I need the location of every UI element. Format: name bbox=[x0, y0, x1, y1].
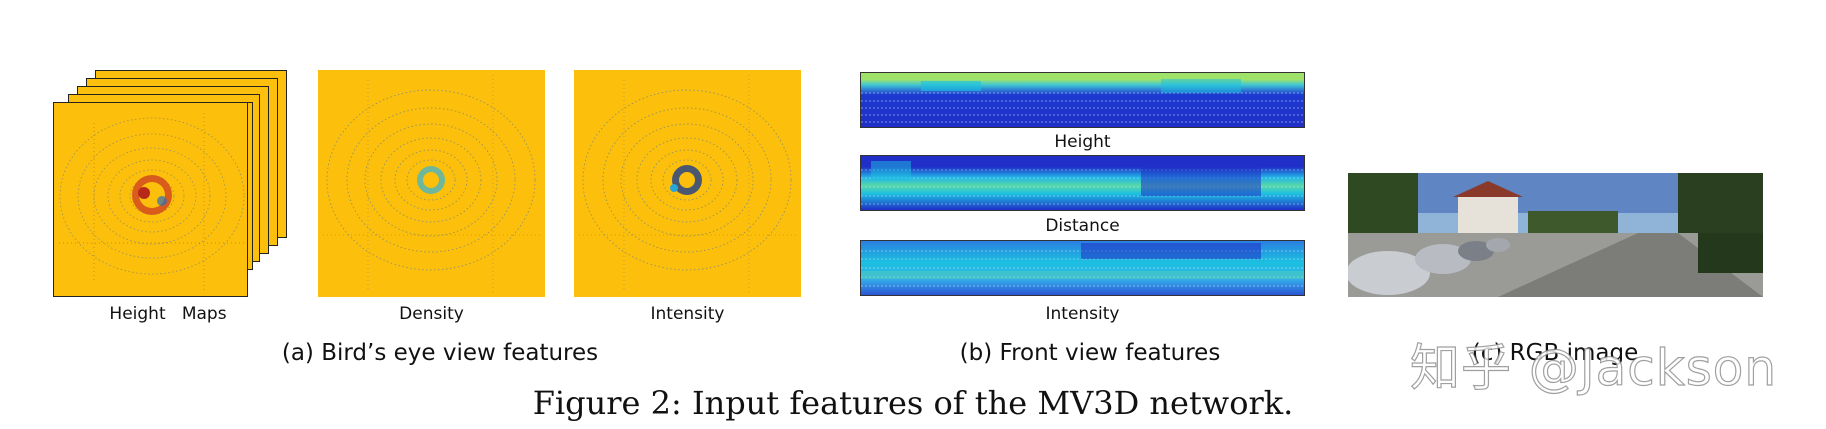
zhihu-watermark: 知乎 @Jackson bbox=[1409, 338, 1778, 397]
density-scan-image bbox=[323, 75, 540, 295]
front-intensity-label: Intensity bbox=[1045, 304, 1120, 324]
front-distance-scan-image bbox=[861, 161, 1304, 205]
bev-group-caption: (a) Bird’s eye view features bbox=[281, 340, 599, 366]
front-height-label: Height bbox=[1054, 132, 1111, 152]
density-label: Density bbox=[399, 304, 464, 324]
front-height-scan-image bbox=[861, 79, 1304, 123]
intensity-scan-image bbox=[579, 75, 796, 295]
height-maps-label: Height Maps bbox=[109, 304, 227, 324]
height-map-scan-image bbox=[59, 113, 245, 293]
front-group-caption: (b) Front view features bbox=[959, 340, 1221, 366]
rgb-image bbox=[1348, 173, 1763, 297]
intensity-map bbox=[574, 70, 801, 297]
front-height-map bbox=[860, 72, 1305, 128]
density-map bbox=[318, 70, 545, 297]
street-scene-image bbox=[1348, 173, 1763, 297]
front-intensity-scan-image bbox=[861, 243, 1304, 287]
front-intensity-map bbox=[860, 240, 1305, 296]
height-map-front bbox=[53, 102, 248, 297]
rgb-group-caption: (c) RGB image bbox=[1471, 340, 1639, 366]
front-distance-label: Distance bbox=[1045, 216, 1120, 236]
intensity-label: Intensity bbox=[650, 304, 725, 324]
front-distance-map bbox=[860, 155, 1305, 211]
figure-caption: Figure 2: Input features of the MV3D net… bbox=[532, 384, 1294, 422]
